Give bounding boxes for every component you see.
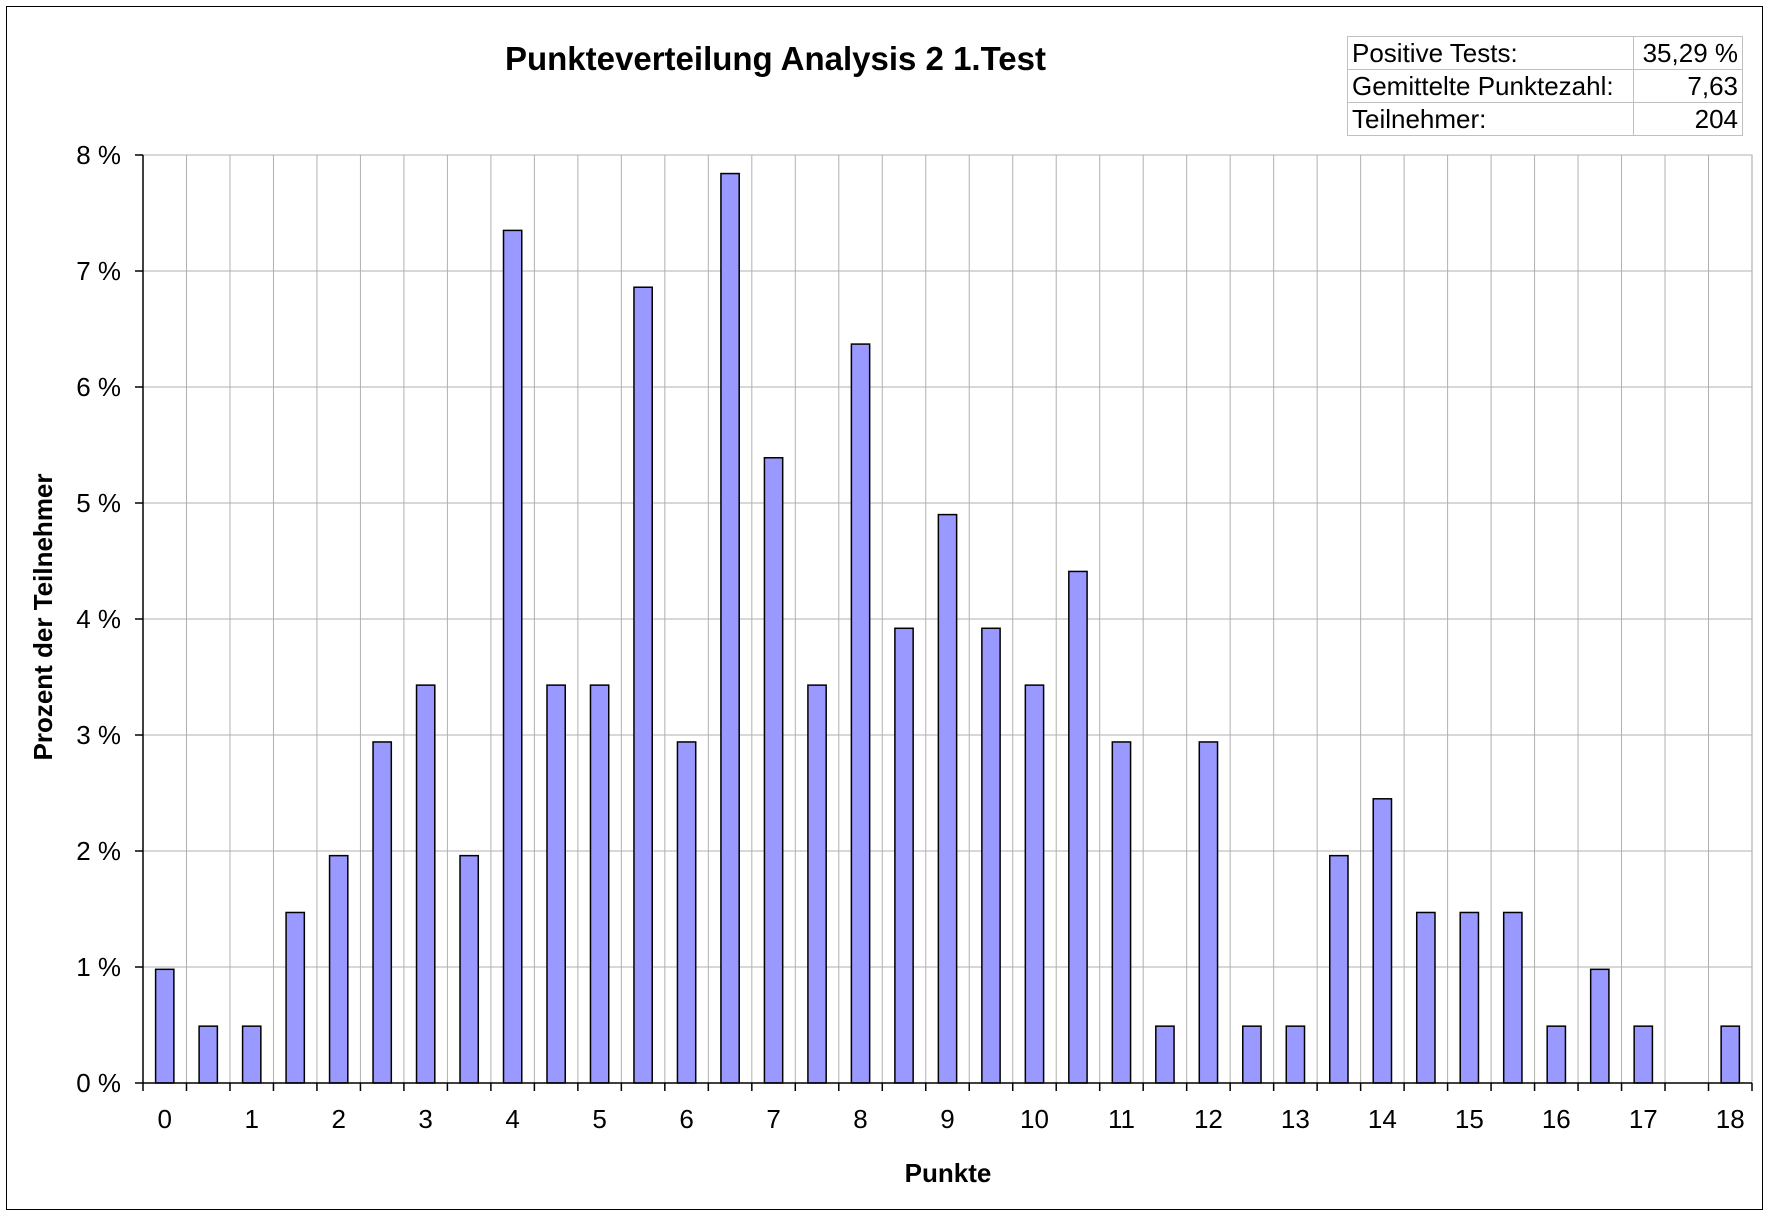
stats-row-average: Gemittelte Punktezahl: 7,63: [1347, 69, 1743, 103]
x-tick-label: 4: [505, 1104, 519, 1134]
bar: [154, 968, 175, 1084]
x-tick-label: 10: [1020, 1104, 1049, 1134]
y-tick-label: 6 %: [76, 372, 121, 402]
bar: [502, 229, 523, 1084]
stats-value: 7,63: [1633, 69, 1743, 103]
stats-label: Gemittelte Punktezahl:: [1347, 69, 1634, 103]
stats-value: 35,29 %: [1633, 36, 1743, 70]
chart-title: Punkteverteilung Analysis 2 1.Test: [0, 40, 1771, 78]
bar: [1328, 854, 1349, 1084]
x-tick-label: 14: [1368, 1104, 1397, 1134]
y-tick-label: 5 %: [76, 488, 121, 518]
chart-title-text: Punkteverteilung Analysis 2 1.Test: [504, 40, 1047, 77]
x-tick-label: 8: [853, 1104, 867, 1134]
x-tick-label: 11: [1108, 1104, 1135, 1134]
x-tick-label: 2: [331, 1104, 345, 1134]
bar: [1589, 968, 1610, 1084]
bar: [981, 627, 1001, 1084]
bar: [1155, 1025, 1175, 1084]
x-tick-label: 16: [1542, 1104, 1571, 1134]
x-tick-label: 15: [1455, 1104, 1484, 1134]
bar: [1415, 911, 1436, 1084]
y-tick-label: 1 %: [76, 952, 121, 982]
x-tick-label: 18: [1716, 1104, 1745, 1134]
bar: [807, 684, 827, 1084]
bar: [850, 343, 871, 1084]
x-tick-label: 6: [679, 1104, 693, 1134]
y-tick-label: 3 %: [76, 720, 121, 750]
bar: [241, 1025, 262, 1084]
axes: [135, 154, 1753, 1091]
bar: [1372, 798, 1393, 1084]
bar: [1198, 741, 1219, 1084]
y-tick-label: 8 %: [76, 140, 121, 170]
bar: [459, 854, 480, 1084]
bar: [1459, 911, 1480, 1084]
bar: [198, 1025, 219, 1084]
bar: [1546, 1025, 1567, 1084]
bar: [372, 741, 393, 1084]
bar: [1720, 1025, 1741, 1084]
bar: [894, 627, 914, 1084]
bar: [633, 286, 653, 1084]
bar: [720, 172, 740, 1084]
tick-labels: 0 %1 %2 %3 %4 %5 %6 %7 %8 %0 1 2 3 4 5 6 7 8 9 10 1…: [76, 140, 1745, 1134]
y-tick-label: 2 %: [76, 836, 121, 866]
y-tick-label: 4 %: [76, 604, 121, 634]
x-tick-label: 12: [1194, 1104, 1223, 1134]
bar: [937, 513, 958, 1084]
bar: [763, 457, 784, 1084]
bar: [415, 684, 436, 1084]
bar: [676, 741, 697, 1084]
bar: [546, 684, 567, 1084]
stats-table: Positive Tests: 35,29 % Gemittelte Punkt…: [1347, 36, 1743, 136]
x-tick-label: 5: [592, 1104, 606, 1134]
bar: [1285, 1025, 1306, 1084]
bar: [1068, 570, 1088, 1084]
x-tick-label: 13: [1281, 1104, 1310, 1134]
stats-row-participants: Teilnehmer: 204: [1347, 102, 1743, 136]
x-tick-label: 1: [244, 1104, 258, 1134]
bar: [285, 911, 306, 1084]
bar: [1111, 741, 1132, 1084]
stats-value: 204: [1633, 102, 1743, 136]
bar: [1024, 684, 1045, 1084]
x-axis-title: Punkte: [905, 1158, 992, 1188]
y-axis-title: Prozent der Teilnehmer: [28, 473, 58, 760]
x-tick-label: 9: [940, 1104, 954, 1134]
stats-label: Teilnehmer:: [1347, 102, 1634, 136]
bar: [328, 854, 349, 1084]
x-tick-label: 3: [418, 1104, 432, 1134]
bar: [1502, 911, 1523, 1084]
bar: [1242, 1025, 1262, 1084]
bar: [1633, 1025, 1654, 1084]
x-tick-label: 7: [766, 1104, 780, 1134]
bar: [589, 684, 610, 1084]
x-tick-label: 0: [158, 1104, 172, 1134]
x-tick-label: 17: [1629, 1104, 1658, 1134]
bars: [154, 172, 1741, 1084]
y-tick-label: 7 %: [76, 256, 121, 286]
y-tick-label: 0 %: [76, 1068, 121, 1098]
